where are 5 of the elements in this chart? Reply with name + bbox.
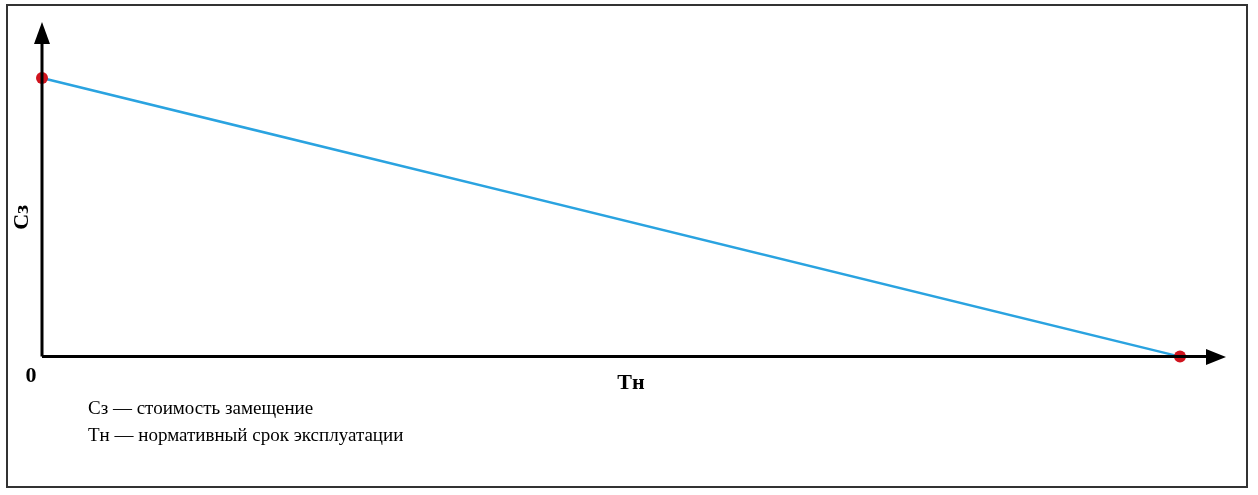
text: Тн — нормативный срок эксплуатации	[88, 423, 404, 445]
text: Сз — стоимость замещение	[88, 396, 314, 418]
text: 0	[25, 362, 37, 388]
y-axis-title: Сз	[7, 204, 33, 230]
x-axis-title: Тн	[617, 369, 645, 395]
